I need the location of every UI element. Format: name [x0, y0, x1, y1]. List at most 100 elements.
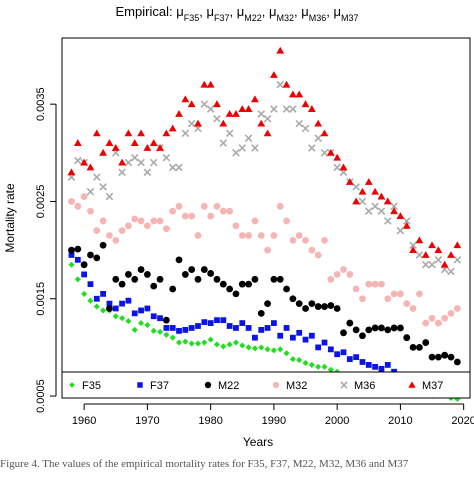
data-point-m36: [415, 251, 424, 259]
data-point-m36: [364, 207, 373, 215]
data-point-m37: [73, 139, 82, 147]
data-point-m22: [340, 329, 347, 337]
data-point-m37: [421, 251, 430, 258]
data-point-m22: [251, 275, 259, 283]
data-point-m36: [352, 183, 360, 191]
data-point-m37: [156, 144, 164, 151]
data-point-f37: [68, 252, 75, 258]
data-point-f37: [214, 317, 220, 324]
data-point-f35: [327, 366, 334, 373]
data-point-m36: [99, 183, 107, 191]
data-point-m37: [345, 178, 354, 185]
data-point-m37: [86, 163, 95, 171]
data-point-m32: [302, 236, 309, 244]
data-point-f37: [289, 334, 296, 341]
data-point-m22: [219, 280, 227, 288]
data-point-m36: [130, 153, 139, 162]
data-point-m22: [397, 324, 404, 332]
cross-stroke: [99, 183, 107, 191]
figure-caption: Figure 4. The values of the empirical mo…: [0, 458, 409, 470]
data-point-m37: [99, 148, 108, 156]
data-point-m22: [93, 254, 101, 262]
data-point-m32: [441, 314, 449, 322]
legend-marker-m36: [340, 381, 348, 389]
data-point-m32: [384, 295, 392, 303]
data-point-f35: [201, 339, 208, 346]
data-point-m37: [67, 168, 76, 176]
data-point-m37: [301, 100, 310, 108]
data-point-m32: [87, 207, 94, 215]
data-point-m32: [314, 251, 322, 259]
cross-stroke: [415, 251, 424, 259]
legend-label: F37: [150, 380, 169, 392]
data-point-m36: [333, 163, 341, 172]
cross-stroke: [118, 168, 126, 177]
data-point-f37: [258, 327, 265, 333]
data-point-f37: [81, 271, 88, 278]
data-point-m36: [213, 114, 221, 123]
data-point-m37: [206, 80, 215, 88]
cross-stroke: [358, 197, 367, 206]
data-point-m37: [390, 207, 399, 215]
data-point-m22: [308, 300, 316, 308]
data-point-m32: [428, 314, 436, 322]
data-point-m37: [162, 129, 171, 137]
data-point-m32: [245, 232, 253, 239]
title-symbol: μ: [333, 4, 341, 19]
data-point-m36: [86, 187, 95, 196]
cross-stroke: [447, 267, 455, 276]
data-point-m32: [308, 246, 316, 254]
data-point-m37: [143, 144, 152, 151]
x-tick-label: 1970: [135, 415, 159, 427]
data-point-m36: [308, 144, 316, 152]
x-tick-label: 2000: [325, 415, 349, 427]
data-point-m32: [219, 207, 227, 215]
data-point-f35: [144, 321, 151, 329]
legend-marker-f37: [137, 382, 143, 388]
data-point-f37: [195, 323, 201, 329]
data-point-m32: [352, 285, 360, 293]
data-point-m37: [447, 251, 455, 258]
data-point-m36: [244, 134, 253, 143]
data-point-m32: [270, 232, 278, 239]
data-point-m36: [251, 144, 259, 152]
data-point-m37: [181, 95, 190, 103]
data-point-m32: [276, 202, 284, 210]
y-tick-label: 0.0025: [35, 185, 47, 219]
data-point-m37: [371, 187, 380, 195]
data-point-f37: [125, 297, 132, 304]
data-point-m22: [150, 282, 158, 290]
data-point-f35: [226, 341, 233, 348]
data-point-m36: [105, 192, 114, 201]
cross-stroke: [270, 105, 278, 113]
data-point-m22: [257, 309, 265, 317]
data-point-m32: [251, 217, 259, 225]
data-point-f37: [201, 319, 208, 325]
data-point-m22: [415, 344, 423, 351]
data-point-m37: [225, 109, 234, 117]
data-point-m32: [295, 232, 303, 239]
cross-stroke: [409, 241, 417, 250]
legend-label: M37: [422, 380, 443, 392]
cross-stroke: [289, 105, 297, 113]
data-point-f35: [125, 318, 132, 325]
data-point-m36: [143, 168, 152, 177]
legend-marker-m32: [272, 381, 280, 389]
data-point-m37: [307, 105, 316, 112]
data-point-m22: [365, 326, 373, 334]
title-symbol: μ: [237, 4, 245, 19]
cross-stroke: [219, 139, 228, 147]
series-layer: [67, 46, 462, 403]
data-point-f37: [188, 325, 195, 331]
data-point-f37: [315, 344, 322, 351]
data-point-f35: [100, 307, 107, 314]
data-point-f37: [384, 362, 391, 368]
data-point-m22: [403, 334, 411, 342]
title-symbol: μ: [269, 4, 277, 19]
data-point-m36: [225, 129, 234, 138]
data-point-f35: [74, 276, 81, 283]
data-point-m32: [150, 217, 158, 225]
data-point-m37: [326, 148, 335, 156]
cross-stroke: [333, 163, 341, 172]
cross-stroke: [225, 129, 234, 138]
